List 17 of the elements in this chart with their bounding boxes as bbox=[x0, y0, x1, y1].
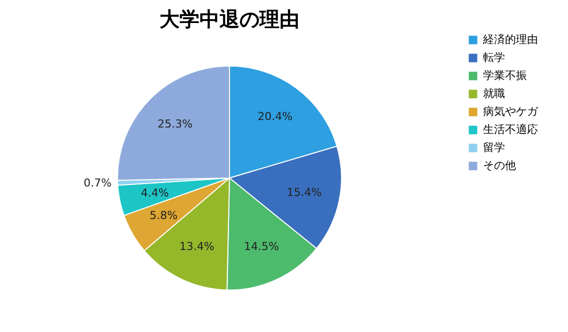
legend-label: 転学 bbox=[483, 51, 505, 64]
data-label: 20.4% bbox=[258, 110, 293, 123]
legend-label: 就職 bbox=[483, 87, 505, 100]
data-label: 5.8% bbox=[150, 209, 178, 222]
data-label: 13.4% bbox=[179, 240, 214, 253]
data-label: 4.4% bbox=[140, 186, 169, 200]
legend-label: 留学 bbox=[483, 141, 505, 154]
data-label: 25.3% bbox=[158, 118, 193, 131]
legend-label: 病気やケガ bbox=[483, 105, 539, 118]
data-label: 0.7% bbox=[84, 176, 112, 190]
chart-title: 大学中退の理由 bbox=[160, 7, 300, 31]
data-label: 15.4% bbox=[286, 186, 322, 199]
legend-label: 学業不振 bbox=[483, 69, 527, 82]
legend-label: 生活不適応 bbox=[483, 123, 538, 136]
data-label: 14.5% bbox=[244, 240, 279, 254]
legend-label: その他 bbox=[483, 159, 516, 172]
legend-label: 経済的理由 bbox=[482, 33, 538, 46]
